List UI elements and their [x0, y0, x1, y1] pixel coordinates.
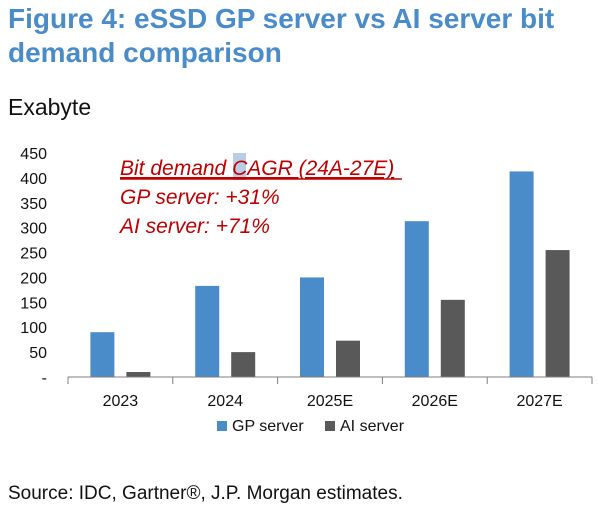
- unit-label: Exabyte: [8, 94, 92, 120]
- bar-gp-server-2027e: [509, 171, 534, 377]
- annotation-gp-line: GP server: +31%: [120, 186, 280, 209]
- bar-gp-server-2025e: [300, 277, 324, 377]
- source-note: Source: IDC, Gartner®, J.P. Morgan estim…: [8, 483, 403, 504]
- chart-title: Figure 4: eSSD GP server vs AI server bi…: [8, 3, 555, 68]
- y-tick-label: 300: [20, 221, 47, 238]
- x-tick-label: 2023: [103, 393, 139, 410]
- bar-ai-server-2025e: [336, 340, 360, 377]
- bar-chart: - 50 100 150 200 250 300 350 400 450 2023 2024 2025…: [20, 146, 593, 435]
- y-tick-label: -: [42, 370, 47, 387]
- bar-gp-server-2024: [195, 285, 220, 377]
- bars: [90, 171, 570, 377]
- y-tick-label: 450: [20, 146, 47, 163]
- y-tick-label: 150: [20, 295, 47, 312]
- cursor-highlight: [233, 153, 246, 180]
- x-axis: [67, 376, 593, 384]
- bar-ai-server-2027e: [545, 250, 570, 377]
- x-tick-label: 2024: [207, 393, 243, 410]
- cagr-annotation: Bit demand CAGR (24A-27E) GP server: +31…: [118, 153, 402, 238]
- y-axis-ticks: - 50 100 150 200 250 300 350 400 450: [20, 146, 47, 387]
- x-tick-label: 2027E: [516, 393, 562, 410]
- bar-gp-server-2026e: [404, 221, 429, 377]
- y-tick-label: 200: [20, 270, 47, 287]
- legend-swatch-gp: [217, 421, 227, 431]
- annotation-heading: Bit demand CAGR (24A-27E): [120, 157, 394, 180]
- bar-ai-server-2023: [126, 372, 151, 377]
- y-tick-label: 400: [20, 171, 47, 188]
- legend-label-ai: AI server: [340, 418, 405, 435]
- y-tick-label: 50: [29, 345, 47, 362]
- y-tick-label: 100: [20, 320, 47, 337]
- x-tick-label: 2025E: [307, 393, 353, 410]
- x-tick-label: 2026E: [412, 393, 458, 410]
- bar-ai-server-2026e: [440, 299, 465, 377]
- legend-swatch-ai: [325, 421, 335, 431]
- y-tick-label: 350: [20, 196, 47, 213]
- annotation-ai-line: AI server: +71%: [118, 215, 270, 238]
- bar-gp-server-2023: [90, 332, 115, 377]
- x-axis-tick-labels: 2023 2024 2025E 2026E 2027E: [103, 393, 563, 410]
- y-tick-label: 250: [20, 246, 47, 263]
- legend-label-gp: GP server: [232, 418, 304, 435]
- bar-ai-server-2024: [231, 352, 256, 377]
- legend: GP server AI server: [217, 418, 405, 435]
